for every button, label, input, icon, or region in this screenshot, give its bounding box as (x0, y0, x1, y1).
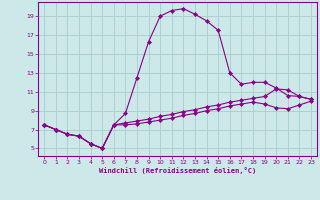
X-axis label: Windchill (Refroidissement éolien,°C): Windchill (Refroidissement éolien,°C) (99, 167, 256, 174)
